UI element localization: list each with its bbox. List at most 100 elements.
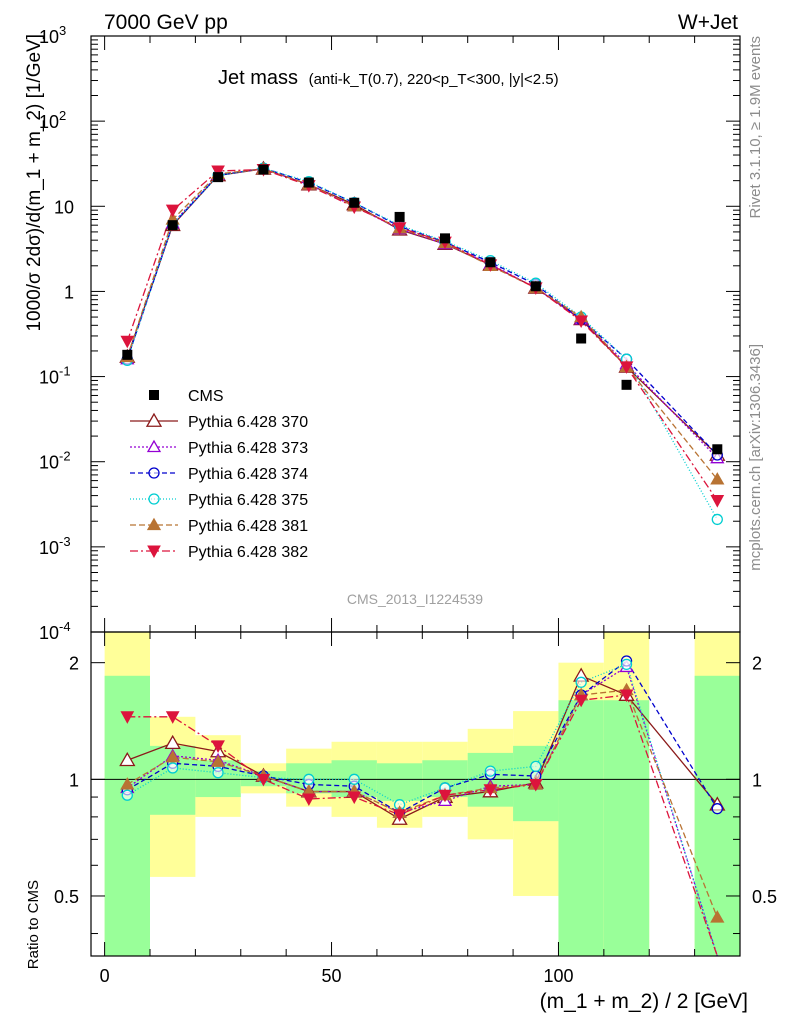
series-ratio-point bbox=[392, 809, 407, 822]
x-axis-label: (m_1 + m_2) / 2 [GeV] bbox=[540, 990, 748, 1013]
x-tick-label: 100 bbox=[543, 966, 573, 986]
data-point bbox=[621, 379, 632, 390]
ratio-tick-label: 1 bbox=[69, 770, 79, 790]
series-line-main-2 bbox=[126, 167, 718, 456]
series-line-main-0 bbox=[126, 168, 718, 456]
series-ratio-point bbox=[575, 676, 587, 688]
legend-label-3: Pythia 6.428 375 bbox=[188, 492, 308, 509]
series-ratio-point bbox=[210, 754, 226, 767]
y-tick-exponent: 2 bbox=[59, 108, 66, 123]
series-ratio-point bbox=[711, 803, 723, 815]
plot-frames bbox=[90, 35, 741, 957]
ratio-tick-label: 2 bbox=[69, 654, 79, 674]
legend-marker-4 bbox=[146, 517, 162, 531]
ratio-uncertainty-bands bbox=[91, 632, 740, 956]
series-ratio-point bbox=[121, 789, 133, 801]
series-point bbox=[211, 165, 225, 178]
y-tick-exponent: -1 bbox=[59, 364, 71, 379]
series-ratio-point bbox=[484, 765, 497, 777]
series-ratio-point bbox=[574, 694, 588, 708]
series-ratio-point bbox=[164, 734, 181, 750]
chart-title-detail: (anti-k_T(0.7), 220<p_T<300, |y|<2.5) bbox=[309, 71, 559, 88]
series-ratio-point bbox=[120, 711, 135, 724]
series-ratio-point bbox=[348, 773, 360, 785]
chart-title-main: Jet mass bbox=[218, 67, 298, 89]
legend-label-data: CMS bbox=[188, 388, 224, 405]
series-point bbox=[619, 361, 634, 374]
data-point bbox=[167, 220, 178, 231]
legend-label-0: Pythia 6.428 370 bbox=[188, 414, 308, 431]
main-frame bbox=[90, 35, 741, 633]
data-point bbox=[258, 164, 269, 175]
data-point bbox=[485, 257, 496, 268]
data-point bbox=[213, 172, 224, 183]
y-tick-label: 10-4 bbox=[39, 619, 71, 643]
data-point bbox=[394, 211, 405, 222]
data-point bbox=[122, 349, 133, 360]
series-point bbox=[392, 222, 407, 235]
analysis-tag: CMS_2013_I1224539 bbox=[347, 591, 483, 607]
y-tick-label: 10-3 bbox=[39, 534, 71, 558]
y-axis-label: 1000/σ 2dσ)/d(m_1 + m_2) [1/GeV] bbox=[24, 34, 45, 332]
series-ratio-point bbox=[120, 777, 135, 790]
data-point bbox=[440, 233, 450, 244]
ratio-y-axis-label: Ratio to CMS bbox=[25, 880, 42, 969]
series-ratio-point bbox=[212, 767, 224, 779]
header-right: W+Jet bbox=[678, 11, 738, 34]
series-ratio-point bbox=[167, 762, 179, 774]
series-point bbox=[574, 315, 588, 328]
series-ratio-point bbox=[483, 784, 498, 797]
series-ratio-point bbox=[619, 689, 634, 703]
legend-label-5: Pythia 6.428 382 bbox=[188, 544, 308, 561]
series-ratio-point bbox=[256, 773, 271, 787]
series-point bbox=[120, 335, 135, 349]
series-ratio-point bbox=[211, 740, 225, 753]
series-ratio-point bbox=[165, 711, 180, 724]
x-tick-label: 0 bbox=[100, 966, 110, 986]
series-ratio-point bbox=[620, 658, 633, 671]
series-point bbox=[710, 495, 725, 508]
legend-marker-5 bbox=[147, 545, 161, 559]
data-point bbox=[303, 177, 314, 188]
series-ratio-point bbox=[438, 789, 452, 803]
series-ratio-point bbox=[530, 760, 542, 773]
ratio-frame bbox=[90, 631, 741, 957]
legend-marker-1 bbox=[146, 439, 162, 453]
series-point bbox=[710, 472, 725, 485]
legend-label-2: Pythia 6.428 374 bbox=[188, 466, 308, 483]
legend: CMS Pythia 6.428 370 Pythia 6.428 373 Pythi… bbox=[130, 388, 308, 561]
mcplots-label: mcplots.cern.ch [arXiv:1306.3436] bbox=[747, 344, 764, 571]
series-ratio-point bbox=[303, 773, 315, 785]
series-line-main-4 bbox=[126, 168, 718, 480]
legend-marker-2 bbox=[148, 467, 160, 479]
series-ratio-point bbox=[528, 778, 543, 792]
axis-ticks bbox=[91, 35, 741, 956]
ratio-tick-label: 0.5 bbox=[54, 887, 79, 907]
ratio-tick-label-right: 1 bbox=[752, 770, 762, 790]
series-ratio-point bbox=[165, 749, 180, 763]
legend-label-4: Pythia 6.428 381 bbox=[188, 518, 308, 535]
x-tick-label: 50 bbox=[322, 966, 342, 986]
band-green bbox=[603, 700, 650, 956]
series-ratio-point bbox=[710, 910, 725, 923]
legend-marker-3 bbox=[148, 493, 160, 505]
series-ratio-point bbox=[347, 791, 362, 805]
y-tick-exponent: 3 bbox=[59, 23, 66, 38]
data-point bbox=[712, 444, 723, 455]
legend-data-marker bbox=[149, 390, 159, 400]
legend-label-1: Pythia 6.428 373 bbox=[188, 440, 308, 457]
y-tick-label: 10 bbox=[54, 197, 74, 217]
data-point bbox=[530, 281, 541, 292]
ratio-tick-label-right: 2 bbox=[752, 654, 762, 674]
series-point bbox=[165, 204, 180, 218]
y-tick-exponent: -4 bbox=[59, 619, 71, 634]
data-point bbox=[576, 333, 587, 344]
y-tick-exponent: -2 bbox=[59, 449, 71, 464]
series-ratio-point bbox=[302, 793, 316, 806]
data-point bbox=[349, 197, 360, 208]
cms-data-points bbox=[122, 164, 723, 455]
band-green bbox=[558, 700, 604, 956]
y-tick-label: 1 bbox=[64, 282, 74, 302]
y-tick-label: 10-1 bbox=[39, 364, 71, 388]
